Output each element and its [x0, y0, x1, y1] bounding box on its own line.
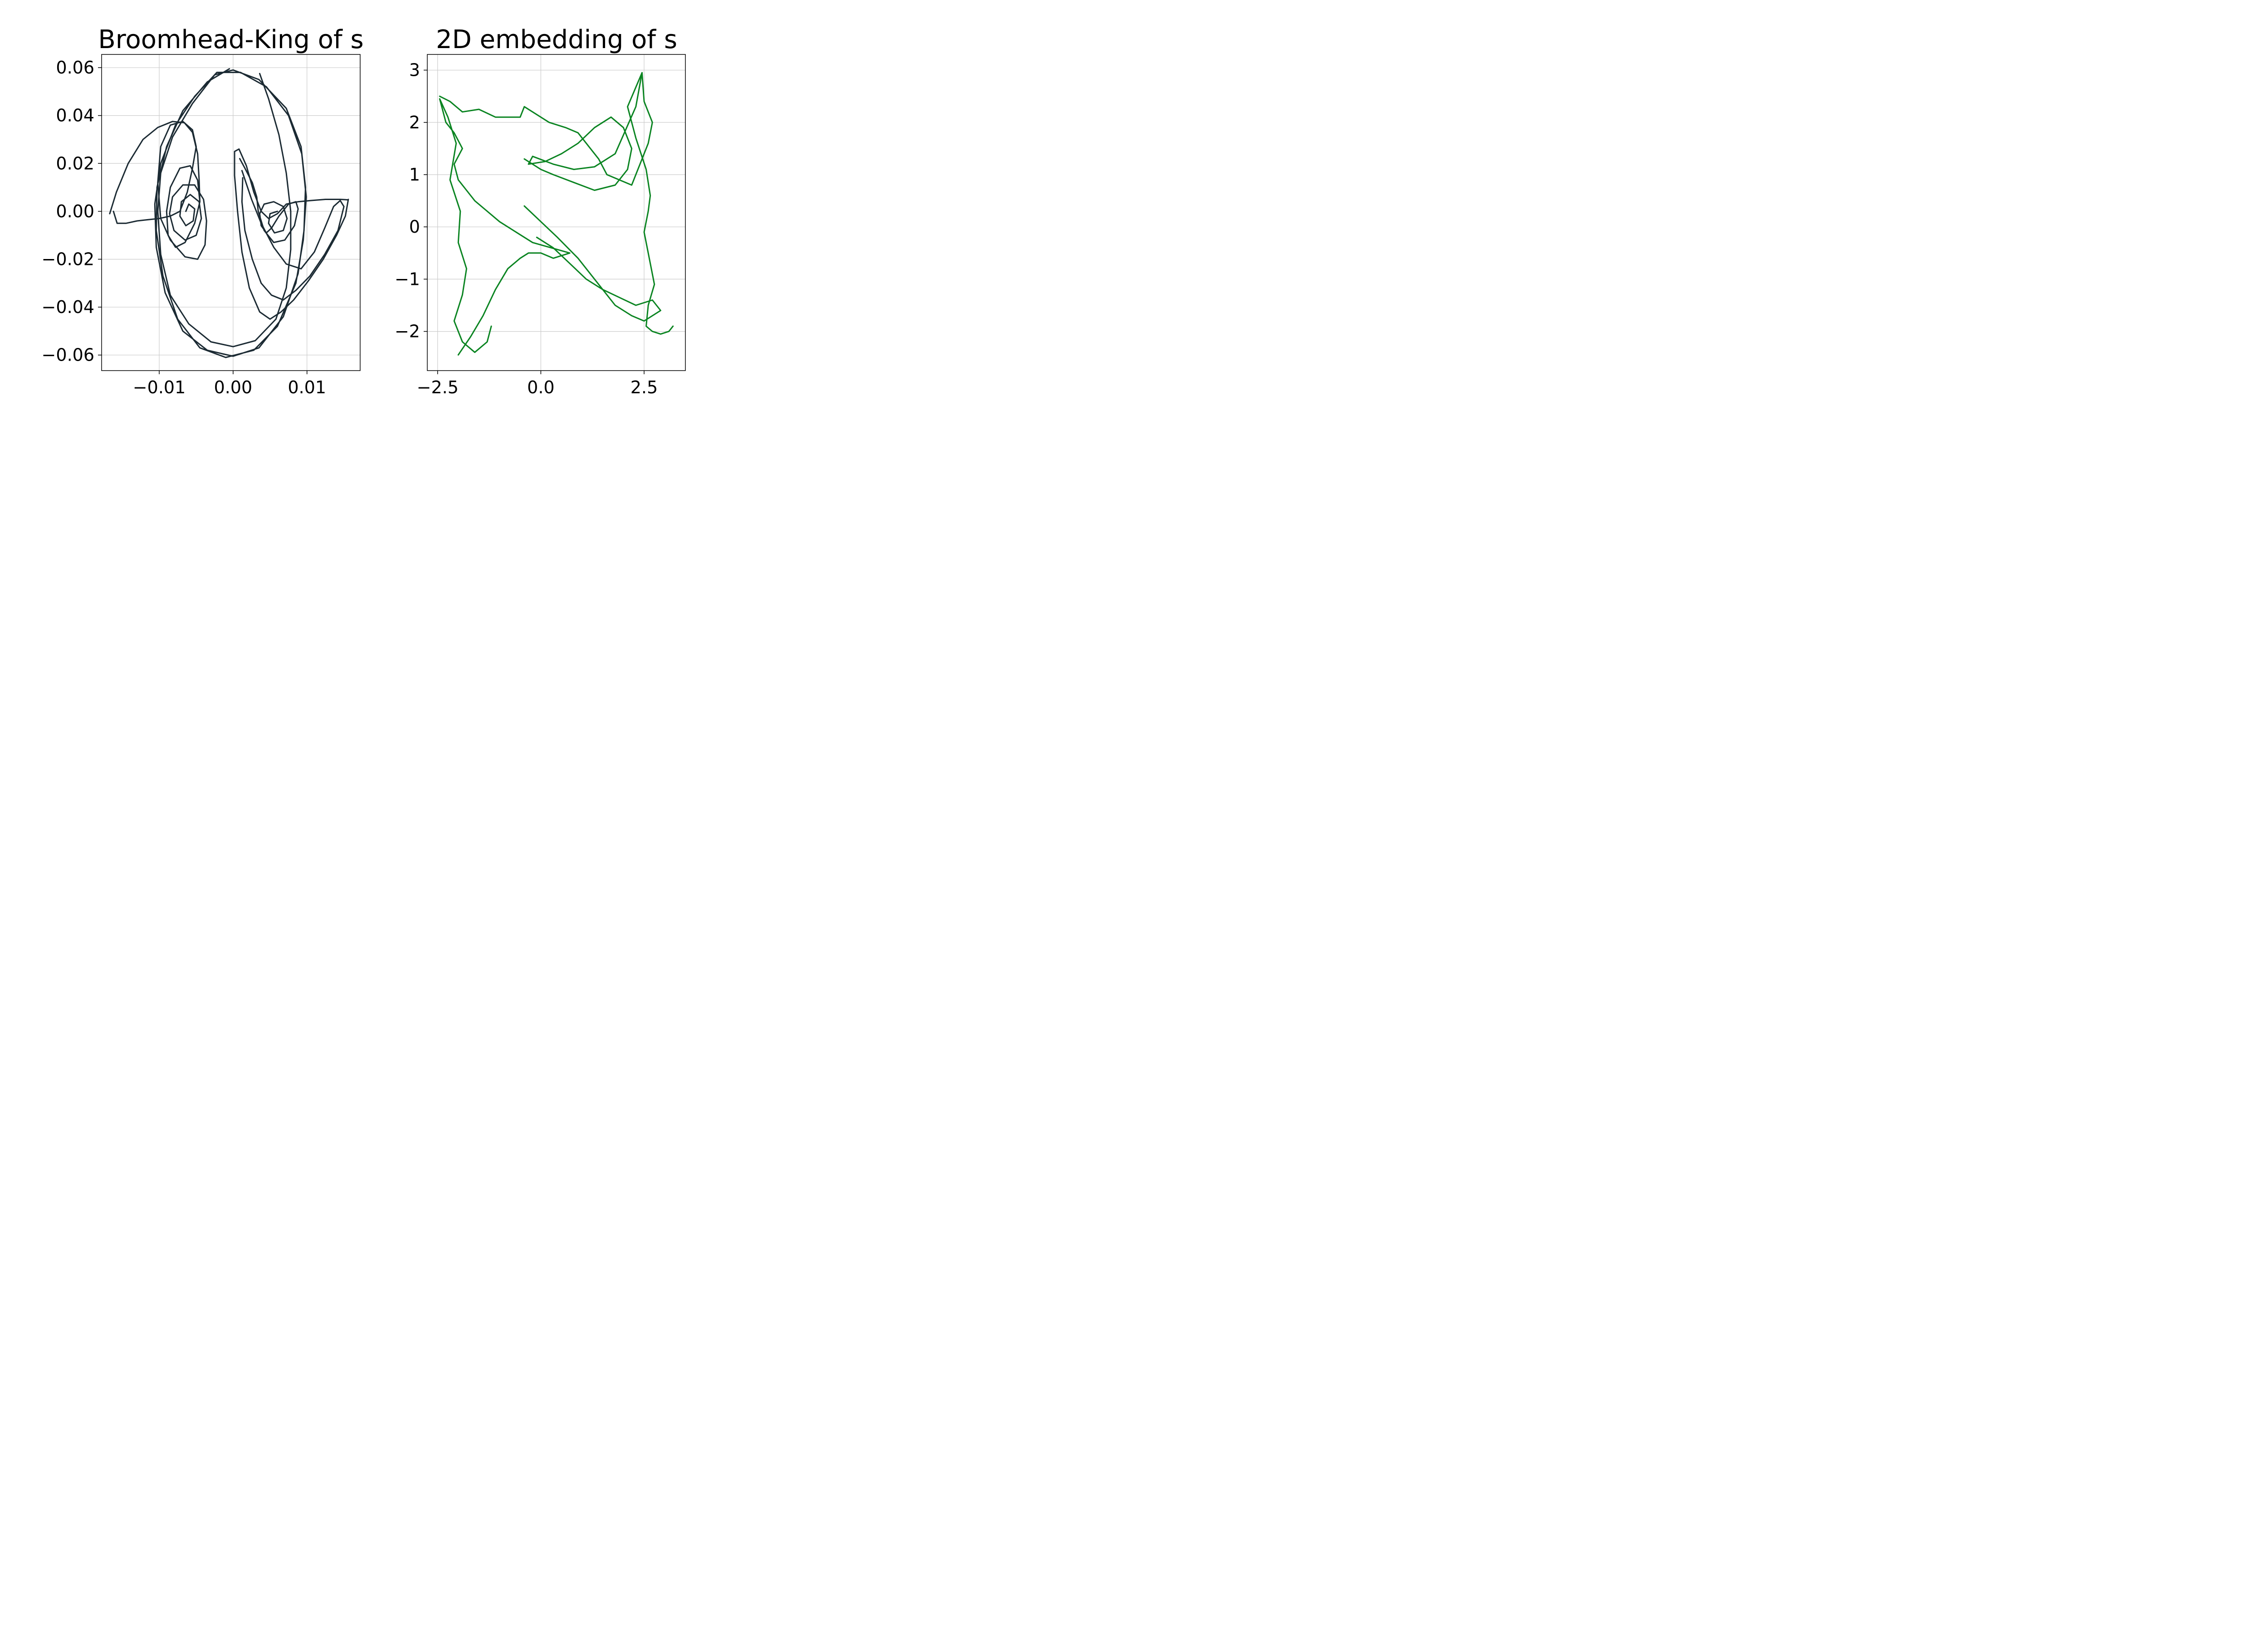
- y-tick-label: −2: [395, 322, 420, 342]
- x-tick-label: 0.01: [288, 377, 326, 397]
- series-line: [439, 98, 571, 356]
- x-tick-label: −0.01: [133, 377, 186, 397]
- y-tick-label: −0.06: [42, 345, 94, 365]
- axes-frame: [101, 54, 361, 371]
- series-group: [439, 72, 674, 356]
- series-line: [439, 72, 674, 335]
- series-line: [154, 68, 307, 358]
- embedding-panel: 2D embedding of s −2.5 0.0 2.5 −2 −1 0 1 2 3: [395, 25, 686, 397]
- y-tick-label: 1: [409, 165, 420, 185]
- y-tick-label: 0: [409, 217, 420, 237]
- y-tick-label: −0.04: [42, 297, 94, 317]
- x-tick-label: 0.0: [527, 377, 554, 397]
- y-tick-label: 3: [409, 60, 420, 80]
- series-line: [239, 158, 299, 243]
- y-tick-label: 0.06: [56, 58, 94, 78]
- y-tick-label: −1: [395, 269, 420, 289]
- y-tick-label: −0.02: [42, 249, 94, 269]
- x-tick-label: 2.5: [631, 377, 658, 397]
- series-line: [523, 72, 643, 191]
- figure: Broomhead-King of s −0.01 0.00 0.01−0.06−0…: [42, 25, 686, 397]
- y-tick-label: 0.02: [56, 153, 94, 173]
- series-group: [109, 68, 349, 358]
- series-line: [241, 170, 345, 301]
- broomhead-king-panel: Broomhead-King of s −0.01 0.00 0.01 −0.06 −0…: [42, 25, 364, 397]
- right-chart-title: 2D embedding of s: [436, 25, 677, 54]
- y-tick-label: 0.00: [56, 201, 94, 221]
- x-tick-label: −2.5: [417, 377, 459, 397]
- series-line: [523, 205, 661, 322]
- left-chart-title: Broomhead-King of s: [98, 25, 363, 54]
- series-line: [112, 121, 207, 260]
- x-tick-label: 0.00: [214, 377, 253, 397]
- axes-frame: [427, 54, 686, 371]
- y-tick-label: 0.04: [56, 106, 94, 126]
- y-tick-label: 2: [409, 112, 420, 132]
- series-line: [109, 121, 201, 248]
